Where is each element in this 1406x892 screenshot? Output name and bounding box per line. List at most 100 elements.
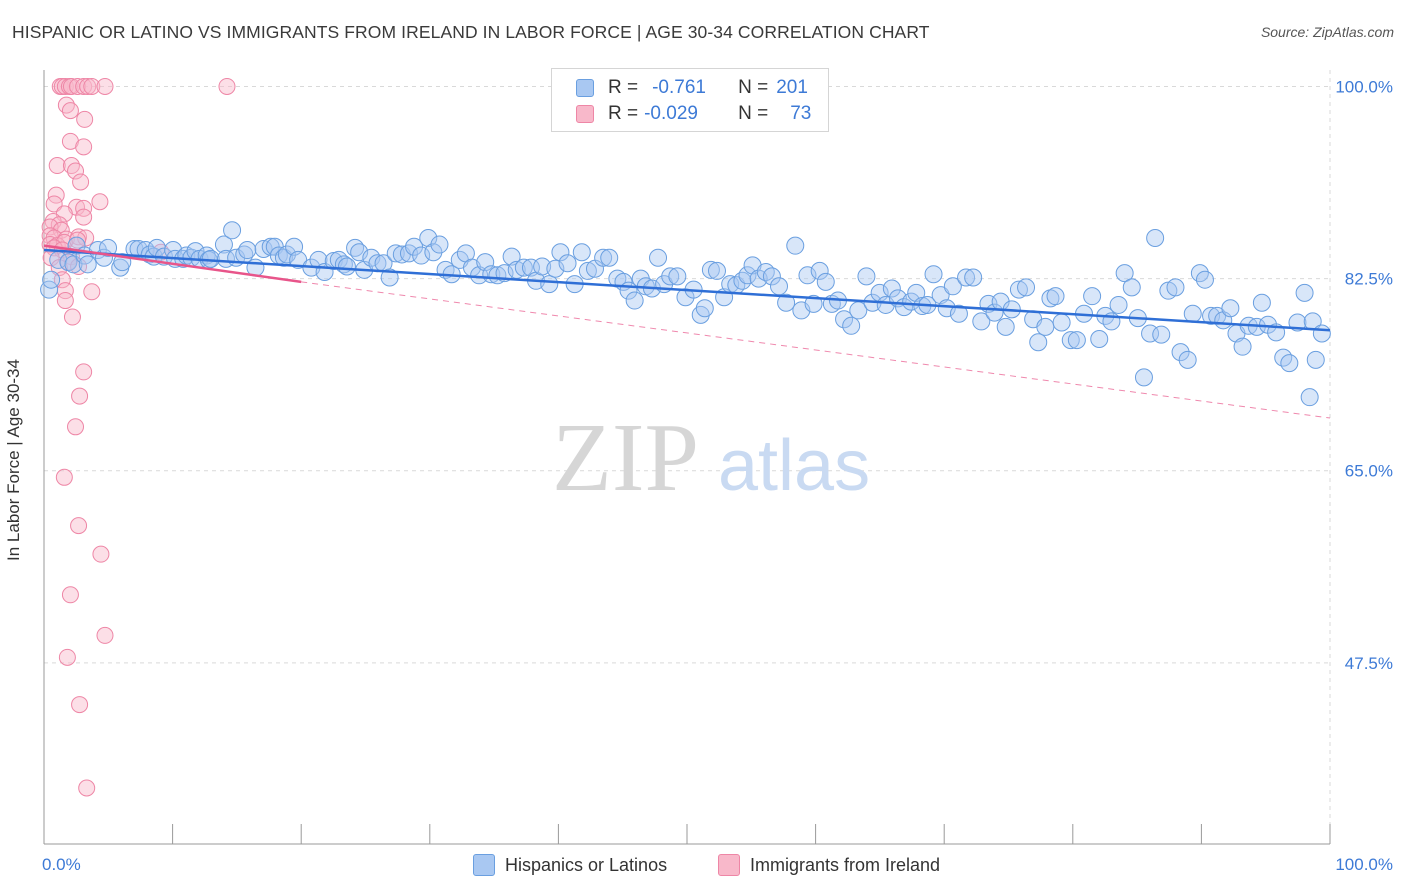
ireland-point <box>72 173 90 191</box>
hispanic-point <box>943 277 962 296</box>
hispanic-point <box>924 265 943 284</box>
r-label: R = <box>608 77 639 98</box>
hispanic-point <box>533 257 552 276</box>
hispanic-point <box>777 293 796 312</box>
hispanic-point <box>558 254 577 273</box>
ireland-point <box>63 308 81 326</box>
pink-swatch <box>576 105 594 123</box>
ireland-point <box>61 102 79 120</box>
ireland-point <box>96 626 114 644</box>
hispanic-point <box>78 255 97 274</box>
hispanic-point <box>972 312 991 331</box>
hispanic-point <box>842 316 861 335</box>
hispanic-point <box>277 245 296 264</box>
hispanic-point <box>1300 388 1319 407</box>
r-label: R = <box>608 103 639 124</box>
hispanic-point <box>1134 368 1153 387</box>
legend-row-hispanics: R = -0.761 N = 201 <box>576 76 808 100</box>
y-tick-label: 65.0% <box>1345 462 1393 481</box>
hispanic-point <box>707 261 726 280</box>
hispanics-or-latinos-points <box>40 221 1331 407</box>
hispanic-point <box>1178 350 1197 369</box>
hispanic-point <box>964 268 983 287</box>
hispanic-point <box>1052 313 1071 332</box>
y-tick-label: 100.0% <box>1335 77 1393 96</box>
hispanic-point <box>386 244 405 263</box>
hispanic-point <box>770 277 789 296</box>
ireland-point <box>75 208 93 226</box>
hispanic-point <box>380 268 399 287</box>
ireland-point <box>76 110 94 128</box>
r-value-ireland: -0.029 <box>644 103 698 124</box>
x-tick-label: 100.0% <box>1335 855 1393 874</box>
hispanic-point <box>430 235 449 254</box>
y-tick-labels: 100.0% 82.5% 65.0% 47.5% <box>1335 77 1393 672</box>
hispanic-point <box>1195 270 1214 289</box>
hispanic-point <box>1067 331 1086 350</box>
hispanic-point <box>419 228 438 247</box>
ireland-point <box>71 387 89 405</box>
watermark-zip: ZIP <box>552 404 699 512</box>
hispanic-point <box>701 260 720 279</box>
y-tick-label: 47.5% <box>1345 654 1393 673</box>
x-tick-label: 0.0% <box>42 855 81 874</box>
hispanic-point <box>1046 287 1065 306</box>
watermark-atlas: atlas <box>718 426 870 506</box>
axes <box>43 70 1331 845</box>
hispanic-point <box>1221 299 1240 318</box>
hispanic-point <box>1312 324 1331 343</box>
hispanic-point <box>238 241 257 260</box>
hispanic-point <box>216 249 235 268</box>
hispanic-point <box>957 268 976 287</box>
hispanic-point <box>1122 278 1141 297</box>
hispanic-point <box>337 257 356 276</box>
hispanic-point <box>816 272 835 291</box>
hispanic-point <box>1306 350 1325 369</box>
ireland-point <box>67 418 85 436</box>
ireland-point <box>75 199 93 217</box>
hispanic-point <box>1061 331 1080 350</box>
trend-lines <box>43 244 1331 419</box>
ireland-point <box>70 517 88 535</box>
hispanic-point <box>254 239 273 258</box>
ireland-point <box>55 468 73 486</box>
ireland-point <box>75 363 93 381</box>
hispanic-point <box>1171 343 1190 362</box>
hispanic-point <box>1036 317 1055 336</box>
ireland-point <box>41 218 59 236</box>
legend-item-ireland: Immigrants from Ireland <box>718 852 940 878</box>
hispanic-point <box>1109 295 1128 314</box>
hispanic-point <box>625 291 644 310</box>
pink-swatch <box>718 854 740 876</box>
hispanic-point <box>223 221 242 240</box>
hispanic-point <box>578 261 597 280</box>
n-label: N = <box>738 103 769 124</box>
hispanic-point <box>129 239 148 258</box>
hispanic-point <box>798 266 817 285</box>
ireland-point <box>56 77 74 95</box>
n-value-ireland: 73 <box>790 103 812 124</box>
hispanic-point <box>835 310 854 329</box>
hispanic-point <box>42 270 61 289</box>
legend-label-hispanics: Hispanics or Latinos <box>505 854 668 875</box>
ireland-point <box>61 586 79 604</box>
ireland-point <box>83 283 101 301</box>
ireland-point <box>58 648 76 666</box>
ireland-point <box>67 162 85 180</box>
hispanic-point <box>1295 283 1314 302</box>
hispanic-point <box>1090 329 1109 348</box>
hispanic-point <box>289 250 308 269</box>
y-tick-label: 82.5% <box>1345 270 1393 289</box>
hispanic-point <box>661 267 680 286</box>
hispanic-point <box>600 248 619 267</box>
blue-swatch <box>576 79 594 97</box>
hispanic-point <box>572 243 591 262</box>
ireland-point <box>83 77 101 95</box>
hispanic-point <box>738 266 757 285</box>
correlation-legend: R = -0.761 N = 201 R = -0.029 N = 73 <box>551 68 829 132</box>
hispanic-point <box>1009 280 1028 299</box>
ireland-point <box>78 779 96 797</box>
hispanic-point <box>857 267 876 286</box>
hispanic-point <box>551 243 570 262</box>
hispanic-point <box>749 269 768 288</box>
